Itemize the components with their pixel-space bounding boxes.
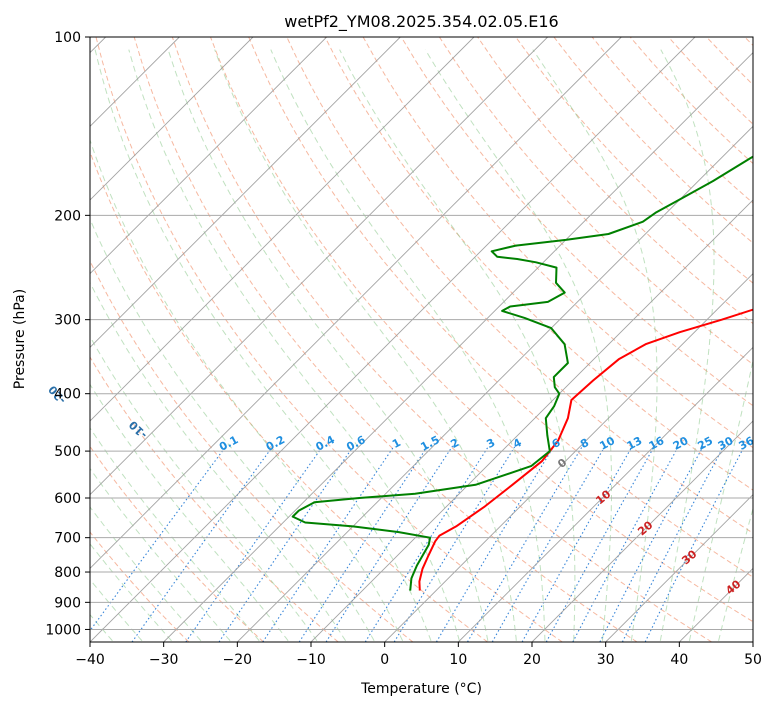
y-axis-label: Pressure (hPa) [12, 289, 28, 389]
y-tick-label: 900 [54, 595, 81, 611]
y-tick-label: 800 [54, 565, 81, 581]
y-tick-label: 700 [54, 531, 81, 547]
x-tick-label: −30 [149, 652, 179, 668]
y-tick-label: 200 [54, 208, 81, 224]
y-tick-label: 100 [54, 30, 81, 46]
y-tick-label: 1000 [45, 622, 81, 638]
y-tick-label: 500 [54, 444, 81, 460]
x-tick-label: 0 [380, 652, 389, 668]
y-tick-label: 600 [54, 491, 81, 507]
x-tick-label: 50 [744, 652, 762, 668]
y-tick-label: 300 [54, 313, 81, 329]
x-axis-label: Temperature (°C) [360, 681, 482, 697]
x-tick-label: −20 [223, 652, 253, 668]
x-tick-label: −40 [75, 652, 105, 668]
chart-title: wetPf2_YM08.2025.354.02.05.E16 [284, 12, 558, 32]
x-tick-label: 10 [449, 652, 467, 668]
x-tick-label: 40 [670, 652, 688, 668]
x-tick-label: −10 [296, 652, 326, 668]
y-tick-label: 400 [54, 387, 81, 403]
x-tick-label: 20 [523, 652, 541, 668]
x-tick-label: 30 [597, 652, 615, 668]
